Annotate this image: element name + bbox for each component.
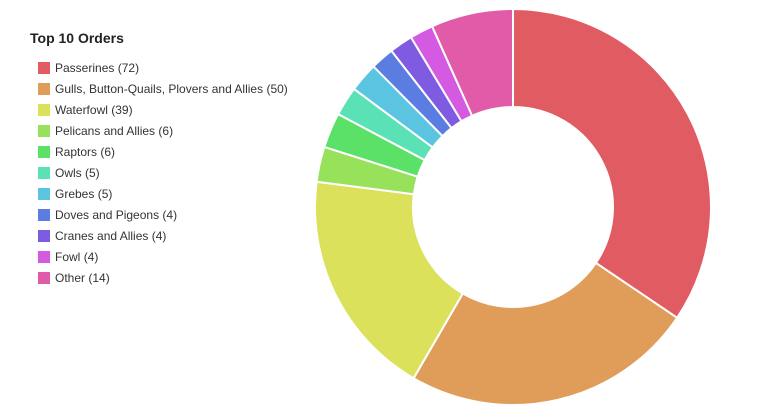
legend-label: Owls: [55, 166, 82, 180]
legend-swatch: [38, 83, 50, 95]
donut-slice: [512, 7, 712, 320]
donut-slice: [412, 261, 679, 406]
legend-value: (72): [117, 61, 140, 75]
legend-swatch: [38, 188, 50, 200]
legend-label: Passerines: [55, 61, 115, 75]
legend-label: Gulls, Button-Quails, Plovers and Allies: [55, 82, 264, 96]
donut-slice: [314, 180, 465, 380]
legend-value: (14): [88, 271, 110, 285]
legend-swatch: [38, 251, 50, 263]
legend-value: (4): [151, 229, 167, 243]
legend-swatch: [38, 272, 50, 284]
chart-title: Top 10 Orders: [30, 30, 124, 46]
legend-label: Doves and Pigeons: [55, 208, 160, 222]
legend-item: Passerines (72): [38, 61, 288, 76]
legend-value: (50): [266, 82, 288, 96]
legend-item: Other (14): [38, 271, 288, 286]
legend-value: (5): [85, 166, 100, 180]
legend-label: Fowl: [55, 250, 81, 264]
legend-swatch: [38, 209, 50, 221]
donut-slice: [430, 7, 514, 118]
legend-swatch: [38, 230, 50, 242]
legend-label: Grebes: [55, 187, 95, 201]
legend-label: Waterfowl: [55, 103, 108, 117]
legend: Passerines (72) Gulls, Button-Quails, Plo…: [38, 61, 288, 292]
legend-value: (4): [83, 250, 99, 264]
legend-item: Owls (5): [38, 166, 288, 181]
legend-label: Pelicans and Allies: [55, 124, 156, 138]
legend-value: (5): [97, 187, 113, 201]
legend-value: (39): [111, 103, 133, 117]
legend-swatch: [38, 167, 50, 179]
legend-swatch: [38, 146, 50, 158]
legend-item: Gulls, Button-Quails, Plovers and Allies…: [38, 82, 288, 97]
legend-item: Doves and Pigeons (4): [38, 208, 288, 223]
legend-label: Raptors: [55, 145, 98, 159]
legend-label: Cranes and Allies: [55, 229, 149, 243]
legend-item: Grebes (5): [38, 187, 288, 202]
legend-swatch: [38, 125, 50, 137]
legend-swatch: [38, 104, 50, 116]
legend-value: (6): [100, 145, 116, 159]
legend-item: Fowl (4): [38, 250, 288, 265]
legend-item: Pelicans and Allies (6): [38, 124, 288, 139]
legend-value: (6): [158, 124, 174, 138]
legend-value: (4): [162, 208, 178, 222]
legend-item: Waterfowl (39): [38, 103, 288, 118]
legend-item: Raptors (6): [38, 145, 288, 160]
legend-swatch: [38, 62, 50, 74]
legend-item: Cranes and Allies (4): [38, 229, 288, 244]
legend-label: Other: [55, 271, 86, 285]
